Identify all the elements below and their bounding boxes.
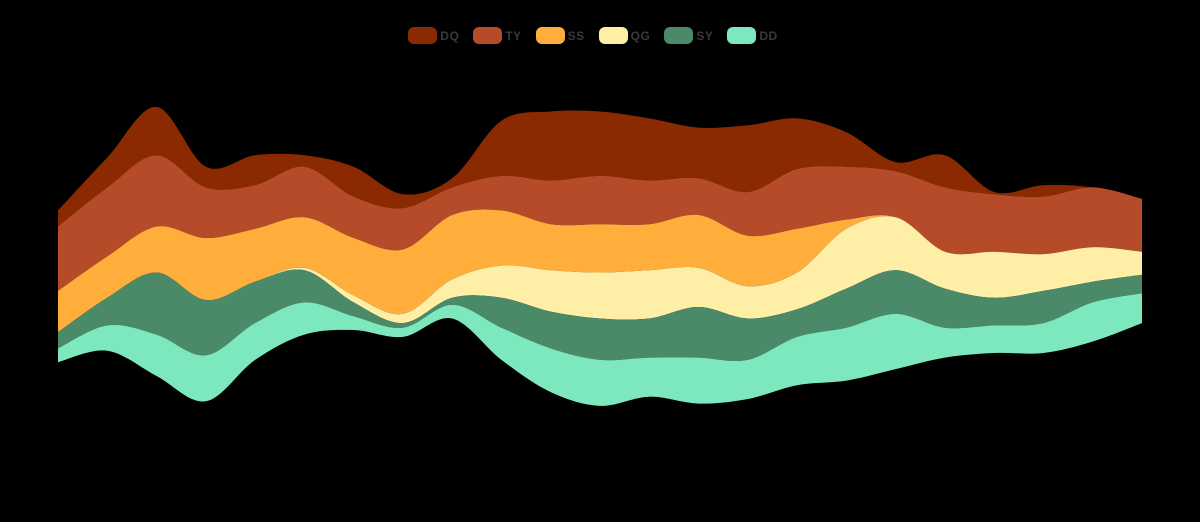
legend-item-dd[interactable]: DD bbox=[727, 27, 783, 44]
legend-swatch-ss bbox=[535, 27, 565, 44]
stream-layers bbox=[58, 106, 1142, 406]
legend-swatch-qg bbox=[598, 27, 628, 44]
stream-layer-qg[interactable] bbox=[58, 216, 1142, 333]
legend-label-ty: TY bbox=[505, 28, 522, 43]
legend-label-qg: QG bbox=[630, 28, 651, 43]
legend-label-ss: SS bbox=[567, 28, 585, 43]
legend-swatch-dd bbox=[727, 27, 757, 44]
legend-item-qg[interactable]: QG bbox=[598, 27, 657, 44]
legend-swatch-ty bbox=[473, 27, 503, 44]
legend-item-ty[interactable]: TY bbox=[473, 27, 527, 44]
legend-label-sy: SY bbox=[696, 28, 714, 43]
legend-swatch-sy bbox=[664, 27, 694, 44]
legend-item-sy[interactable]: SY bbox=[664, 27, 719, 44]
legend-item-dq[interactable]: DQ bbox=[408, 27, 465, 44]
legend-label-dq: DQ bbox=[440, 28, 460, 43]
stream-layer-sy[interactable] bbox=[58, 269, 1142, 362]
stream-layer-ty[interactable] bbox=[58, 155, 1142, 291]
stream-layer-dd[interactable] bbox=[58, 293, 1142, 406]
legend-label-dd: DD bbox=[759, 28, 778, 43]
chart-legend: DQ TY SS QG SY DD bbox=[0, 27, 1200, 44]
stream-layer-dq[interactable] bbox=[58, 106, 1142, 227]
legend-swatch-dq bbox=[408, 27, 438, 44]
legend-item-ss[interactable]: SS bbox=[535, 27, 591, 44]
stream-layer-ss[interactable] bbox=[58, 209, 1142, 333]
